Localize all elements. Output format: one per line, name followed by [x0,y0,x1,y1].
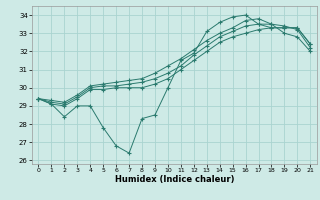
X-axis label: Humidex (Indice chaleur): Humidex (Indice chaleur) [115,175,234,184]
